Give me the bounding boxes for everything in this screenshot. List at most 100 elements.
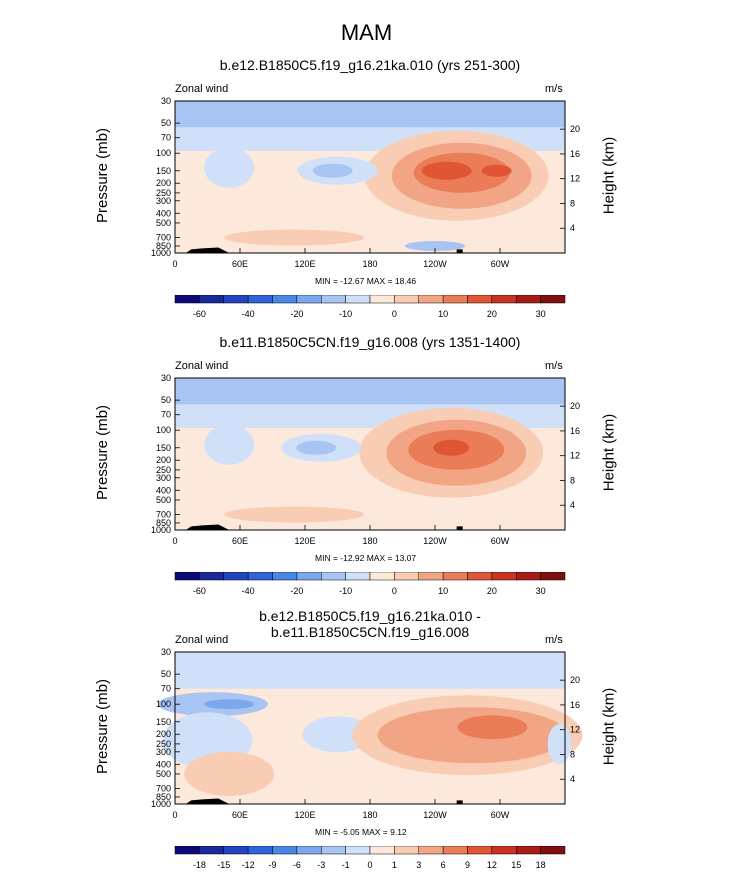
panel-right-label: m/s: [545, 83, 563, 95]
y-tick-label: 400: [156, 759, 171, 769]
colorbar-label: 30: [536, 586, 546, 596]
y-tick-label: 250: [156, 188, 171, 198]
colorbar-label: -9: [268, 860, 276, 870]
y2-tick-label: 16: [570, 149, 580, 159]
colorbar-box: [174, 295, 200, 304]
colorbar-label: 6: [441, 860, 446, 870]
colorbar-label: 1: [392, 860, 397, 870]
colorbar-label: 20: [487, 309, 497, 319]
x-tick-label: 120E: [294, 536, 315, 546]
y2-tick-label: 12: [570, 451, 580, 461]
colorbar-box: [442, 846, 468, 855]
y2-tick-label: 16: [570, 426, 580, 436]
colorbar-label: -10: [339, 309, 352, 319]
colorbar-label: -60: [193, 309, 206, 319]
colorbar-box: [442, 572, 468, 581]
colorbar-box: [296, 295, 322, 304]
colorbar-box: [369, 295, 395, 304]
colorbar-label: 12: [487, 860, 497, 870]
colorbar-box: [540, 572, 566, 581]
y-tick-label: 100: [156, 148, 171, 158]
colorbar-label: 10: [438, 586, 448, 596]
topography: [456, 249, 463, 253]
negative-contour: [547, 723, 572, 764]
colorbar-box: [321, 572, 346, 581]
strat-easterly: [175, 378, 565, 405]
colorbar-box: [418, 846, 444, 855]
x-tick-label: 0: [172, 536, 177, 546]
min-max-label: MIN = -12.92 MAX = 13.07: [315, 553, 417, 563]
x-tick-label: 60W: [491, 810, 510, 820]
colorbar-box: [199, 846, 224, 855]
colorbar: -18 -15 -12 -9 -6 -3 -1 0 1 3 6 9 12 15 18: [174, 846, 566, 870]
x-tick-label: 60W: [491, 259, 510, 269]
colorbar-box: [467, 846, 493, 855]
colorbar-label: -40: [242, 309, 255, 319]
x-tick-label: 0: [172, 259, 177, 269]
colorbar-label: -40: [242, 586, 255, 596]
colorbar-label: 20: [487, 586, 497, 596]
colorbar-box: [540, 295, 566, 304]
colorbar-box: [223, 846, 249, 855]
y-axis-title: Pressure (mb): [94, 678, 112, 775]
colorbar-label: 15: [511, 860, 521, 870]
easterly-core: [296, 440, 337, 455]
colorbar-label: 0: [392, 309, 397, 319]
y2-tick-label: 8: [570, 198, 575, 208]
easterly-contour: [204, 424, 255, 465]
y-axis-title: Pressure (mb): [94, 404, 112, 501]
x-tick-label: 120W: [423, 536, 447, 546]
y2-axis-title: Height (km): [600, 136, 618, 215]
topography: [185, 247, 230, 253]
y2-tick-label: 4: [570, 500, 575, 510]
topography: [456, 800, 463, 804]
colorbar-label: 18: [536, 860, 546, 870]
x-tick-label: 0: [172, 810, 177, 820]
y2-tick-label: 8: [570, 749, 575, 759]
y-axis-title: Pressure (mb): [94, 127, 112, 224]
jet-core: [433, 439, 470, 456]
y-tick-label: 70: [161, 133, 171, 143]
colorbar-label: -60: [193, 586, 206, 596]
surface-easterly: [405, 240, 465, 251]
y2-axis-title: Height (km): [600, 413, 618, 492]
panel-subtitle: b.e12.B1850C5.f19_g16.21ka.010 - b.e11.B…: [259, 608, 481, 640]
min-max-label: MIN = -12.67 MAX = 18.46: [315, 276, 417, 286]
x-tick-label: 120W: [423, 259, 447, 269]
y-tick-label: 250: [156, 739, 171, 749]
y2-tick-label: 4: [570, 774, 575, 784]
y-tick-label: 100: [156, 699, 171, 709]
panel-left-label: Zonal wind: [175, 360, 229, 372]
y-tick-label: 150: [156, 717, 171, 727]
y-tick-label: 70: [161, 410, 171, 420]
y2-tick-label: 20: [570, 675, 580, 685]
x-tick-label: 120E: [294, 810, 315, 820]
y2-axis-title: Height (km): [600, 687, 618, 766]
colorbar-box: [296, 572, 322, 581]
colorbar-label: -10: [339, 586, 352, 596]
strat-easterly: [175, 101, 565, 128]
y-tick-label: 400: [156, 485, 171, 495]
colorbar-box: [199, 572, 224, 581]
y2-tick-label: 4: [570, 223, 575, 233]
y-tick-label: 200: [156, 455, 171, 465]
contour-fills: [157, 652, 583, 796]
colorbar-box: [394, 572, 419, 581]
y-tick-label: 30: [161, 96, 171, 106]
panel-left-label: Zonal wind: [175, 83, 229, 95]
colorbar-box: [442, 295, 468, 304]
contour-fills: [175, 378, 565, 523]
y-tick-label: 70: [161, 684, 171, 694]
y2-tick-label: 16: [570, 700, 580, 710]
y-tick-label: 850: [156, 241, 171, 251]
x-tick-label: 120E: [294, 259, 315, 269]
panel-subtitle: b.e12.B1850C5.f19_g16.21ka.010 (yrs 251-…: [219, 57, 521, 73]
colorbar-box: [491, 846, 517, 855]
colorbar-box: [321, 295, 346, 304]
panel-right-label: m/s: [545, 360, 563, 372]
y-tick-label: 700: [156, 510, 171, 520]
positive-core: [457, 715, 528, 740]
positive-contour: [184, 751, 275, 796]
y-tick-label: 400: [156, 208, 171, 218]
